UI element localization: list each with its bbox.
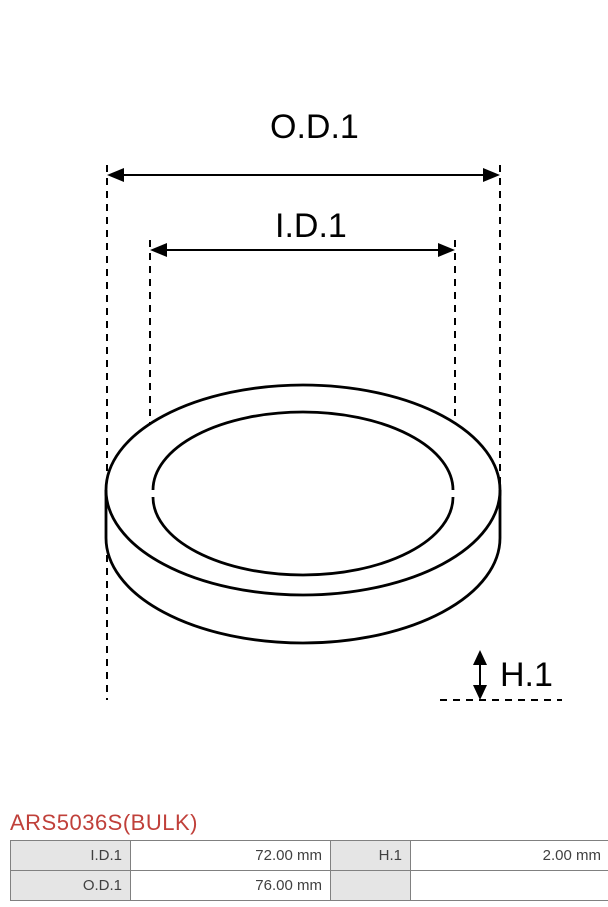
spec-value [411,871,608,901]
page-root: O.D.1 I.D.1 H.1 ARS5036S(BULK) I.D.1 72.… [0,0,608,907]
spec-label: O.D.1 [11,871,131,901]
spec-value: 72.00 mm [131,841,331,871]
od-arrow-left [107,168,124,182]
spec-table: I.D.1 72.00 mm H.1 2.00 mm O.D.1 76.00 m… [10,840,608,901]
spec-label: H.1 [331,841,411,871]
table-row: O.D.1 76.00 mm [11,871,608,901]
id1-label: I.D.1 [275,207,347,246]
h1-label: H.1 [500,656,553,695]
spec-label: I.D.1 [11,841,131,871]
product-code-title: ARS5036S(BULK) [10,810,198,836]
h-arrow-up [473,650,487,665]
spec-label [331,871,411,901]
table-row: I.D.1 72.00 mm H.1 2.00 mm [11,841,608,871]
id-arrow-right [438,243,455,257]
od-arrow-right [483,168,500,182]
diagram-area: O.D.1 I.D.1 H.1 [0,0,608,795]
spec-value: 2.00 mm [411,841,608,871]
h-arrow-down [473,685,487,700]
spec-value: 76.00 mm [131,871,331,901]
id-arrow-left [150,243,167,257]
od1-label: O.D.1 [270,108,359,147]
